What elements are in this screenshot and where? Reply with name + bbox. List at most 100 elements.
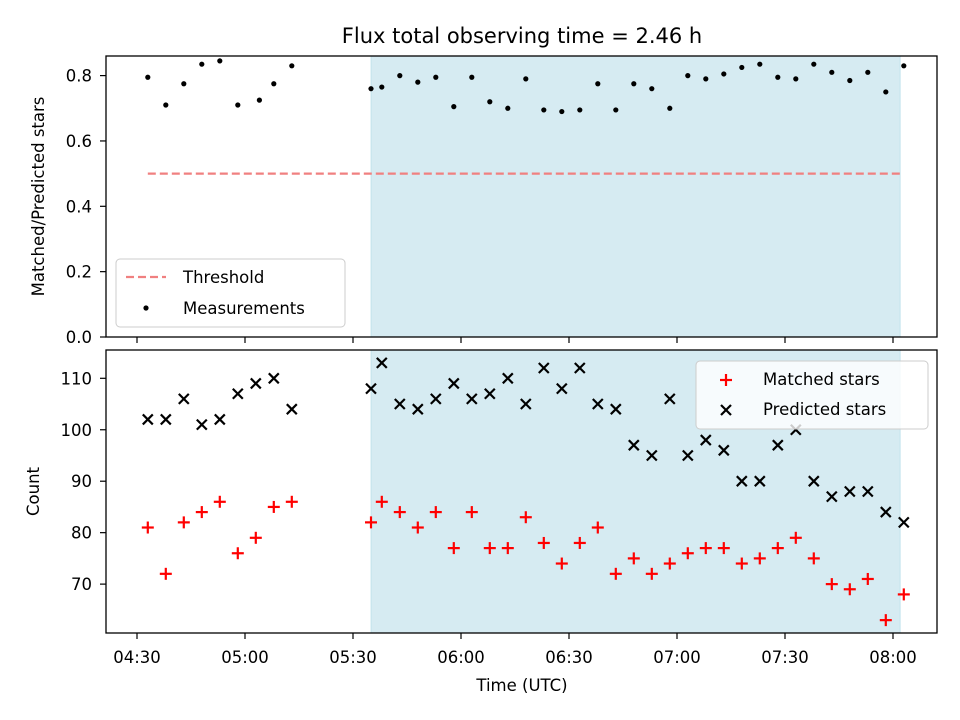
top-panel-frame: [105, 55, 938, 338]
predicted-star-marker: [556, 382, 568, 395]
predicted-star-marker: [178, 393, 190, 405]
predicted-star-marker: [610, 403, 622, 415]
matched-star-marker: [519, 511, 532, 524]
measurement-point: [523, 76, 529, 82]
bottom-panel-marks: [141, 357, 910, 627]
predicted-marker-b: [466, 393, 478, 405]
predicted-marker-b: [376, 357, 388, 369]
matched-star-marker: [365, 516, 377, 529]
matched-star-marker: [699, 542, 712, 555]
measurement-point: [739, 64, 745, 71]
predicted-star-marker: [718, 444, 730, 457]
matched-star-marker: [141, 521, 154, 534]
y-tick-label: 70: [71, 575, 92, 594]
matched-star-marker: [717, 542, 730, 555]
measurement-point: [451, 104, 457, 110]
measurement-point: [595, 81, 601, 87]
measurement-point: [883, 89, 889, 95]
matched-star-marker: [789, 531, 802, 544]
predicted-marker-b: [754, 475, 766, 487]
x-tick-label: 05:30: [329, 648, 377, 667]
predicted-marker-b: [556, 382, 568, 395]
matched-star-marker: [375, 495, 388, 508]
matched-star-marker: [861, 572, 874, 585]
top-panel-shaded-region: [370, 55, 901, 338]
top-legend-box: [115, 258, 346, 328]
predicted-star-marker: [754, 475, 766, 487]
predicted-marker-b: [502, 372, 514, 385]
predicted-star-marker: [214, 413, 226, 426]
matched-star-marker: [195, 506, 208, 519]
measurement-point: [847, 77, 853, 84]
predicted-marker-b: [772, 439, 784, 451]
measurement-point: [487, 99, 493, 105]
predicted-marker-b: [430, 393, 442, 405]
measurement-point: [217, 58, 223, 64]
predicted-star-marker: [196, 418, 208, 431]
matched-star-marker: [501, 542, 514, 555]
predicted-star-marker: [682, 449, 694, 462]
predicted-marker-b: [862, 485, 874, 498]
matched-star-marker: [573, 536, 586, 549]
measurement-point: [415, 79, 421, 85]
measurement-point: [505, 105, 511, 111]
top-legend-measurements-swatch: [143, 305, 149, 311]
top-panel: 0.00.20.40.60.8 Matched/Predicted stars …: [29, 55, 938, 347]
predicted-star-marker: [365, 382, 377, 395]
measurement-point: [721, 71, 727, 77]
predicted-marker-b: [394, 398, 406, 410]
matched-star-marker: [879, 614, 892, 627]
measurement-point: [433, 74, 439, 80]
bottom-legend-predicted-swatch: [720, 404, 732, 416]
measurement-point: [199, 61, 205, 67]
measurement-point: [541, 107, 547, 113]
x-axis: 04:30 05:00 05:30 06:00 06:30 07:00 07:30 08:00: [113, 633, 917, 667]
measurement-point: [703, 76, 709, 82]
predicted-star-marker: [448, 377, 460, 390]
y-tick-label: 0.4: [66, 197, 92, 216]
predicted-star-marker: [394, 398, 406, 410]
matched-star-marker: [681, 547, 694, 560]
predicted-marker-b: [682, 449, 694, 462]
predicted-star-marker: [250, 377, 262, 390]
predicted-marker-b: [736, 475, 748, 487]
measurement-point: [577, 107, 583, 113]
predicted-marker-b: [268, 372, 280, 385]
matched-star-marker: [177, 516, 190, 529]
predicted-marker-b: [232, 387, 244, 400]
predicted-star-marker: [484, 387, 496, 400]
measurement-point: [757, 61, 763, 67]
top-legend-measurements-label: Measurements: [183, 299, 305, 318]
bottom-legend-matched-swatch: [720, 374, 732, 386]
matched-star-marker: [213, 495, 226, 508]
predicted-star-marker: [628, 439, 640, 451]
matched-star-marker: [807, 552, 820, 565]
bottom-panel-legend: Matched stars Predicted stars: [695, 360, 929, 430]
y-tick-label: 0.6: [66, 132, 92, 151]
predicted-marker-b: [196, 418, 208, 431]
matched-star-marker: [465, 506, 478, 519]
measurement-point: [613, 107, 619, 113]
predicted-marker-b: [520, 398, 532, 410]
predicted-marker-b: [412, 403, 424, 415]
matched-star-marker: [249, 531, 262, 544]
bottom-legend-predicted-label: Predicted stars: [763, 400, 886, 419]
measurement-point: [145, 74, 151, 80]
measurement-point: [379, 84, 385, 90]
predicted-marker-b: [880, 506, 892, 518]
predicted-marker-b: [664, 393, 676, 405]
matched-star-marker: [447, 542, 460, 555]
predicted-marker-b: [718, 444, 730, 457]
predicted-marker-b: [214, 413, 226, 426]
matched-star-marker: [411, 521, 424, 534]
bottom-panel-frame: [105, 349, 938, 634]
predicted-marker-b: [646, 449, 658, 462]
y-tick-label: 0.2: [66, 263, 92, 282]
measurement-point: [469, 74, 475, 80]
predicted-marker-b: [808, 475, 820, 487]
predicted-marker-b: [628, 439, 640, 451]
bottom-panel-y-axis: 70 80 90 100 110: [61, 369, 106, 594]
y-tick-label: 0.8: [66, 67, 92, 86]
predicted-marker-b: [826, 490, 838, 503]
matched-star-marker: [231, 547, 244, 560]
